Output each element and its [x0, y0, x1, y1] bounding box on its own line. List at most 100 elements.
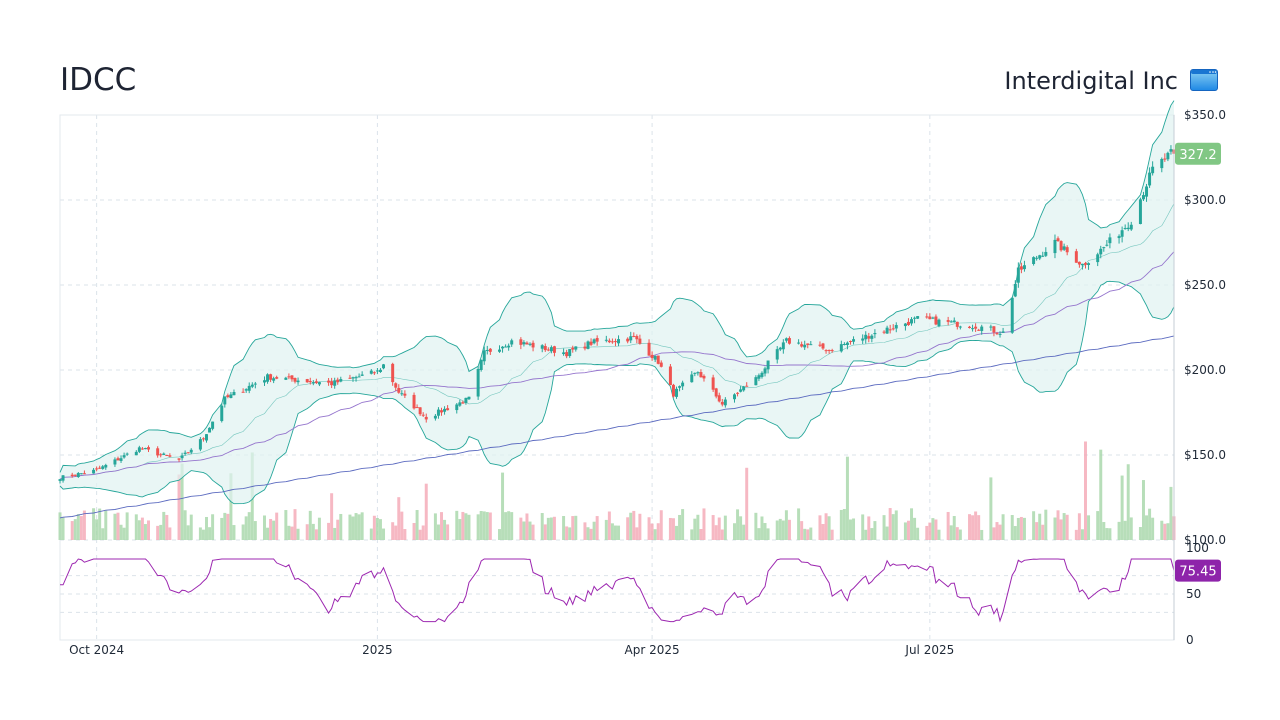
volume-bar	[650, 523, 654, 540]
candle-body	[165, 455, 169, 457]
volume-bar	[800, 521, 804, 540]
volume-bar	[241, 524, 245, 540]
candle-body	[913, 317, 917, 319]
volume-bar	[763, 523, 767, 540]
candle-body	[906, 321, 910, 326]
volume-bar	[845, 456, 849, 540]
volume-bar	[351, 516, 355, 540]
candle-body	[610, 341, 614, 343]
candle-body	[1080, 263, 1084, 266]
volume-bar	[443, 519, 447, 540]
candle-body	[1013, 283, 1017, 297]
volume-bar	[378, 519, 382, 540]
volume-bar	[412, 522, 416, 540]
volume-bar	[464, 513, 468, 540]
volume-bar	[629, 512, 633, 540]
candle-body	[501, 346, 505, 349]
volume-bar	[269, 518, 273, 540]
volume-bar	[1074, 529, 1078, 540]
candle-body	[632, 335, 636, 337]
volume-bar	[989, 477, 993, 540]
candle-body	[140, 448, 144, 450]
volume-bar	[504, 512, 508, 540]
volume-bar	[696, 514, 700, 540]
volume-bar	[830, 529, 834, 540]
volume-bar	[1013, 526, 1017, 540]
candle-body	[79, 473, 83, 475]
candle-body	[293, 378, 297, 382]
volume-bar	[183, 510, 187, 540]
candle-body	[1041, 255, 1045, 257]
candle-body	[525, 342, 529, 345]
volume-bar	[995, 522, 999, 540]
candle-body	[391, 363, 395, 383]
volume-bar	[818, 515, 822, 540]
volume-bar	[1166, 523, 1170, 540]
candle-body	[382, 364, 386, 369]
candle-body	[845, 342, 849, 346]
volume-bar	[952, 516, 956, 540]
candle-body	[720, 401, 724, 405]
volume-bar	[375, 518, 379, 540]
y-tick-label: $350.0	[1184, 108, 1226, 122]
candle-body	[446, 408, 450, 411]
candle-body	[952, 320, 956, 323]
candle-body	[1166, 152, 1170, 160]
volume-bar	[510, 512, 514, 540]
candle-body	[974, 326, 978, 329]
candle-body	[925, 316, 929, 318]
candle-body	[638, 338, 642, 344]
volume-bar	[903, 522, 907, 540]
volume-bar	[1001, 514, 1005, 540]
volume-bar	[934, 519, 938, 540]
candle-body	[1044, 251, 1048, 256]
volume-bar	[137, 520, 141, 540]
candle-body	[681, 382, 685, 387]
candle-body	[571, 347, 575, 350]
volume-bar	[308, 510, 312, 540]
candle-body	[540, 345, 544, 349]
volume-bar	[574, 515, 578, 540]
candle-body	[156, 448, 160, 456]
volume-bar	[1096, 511, 1100, 540]
volume-bar	[1059, 519, 1063, 540]
volume-bar	[974, 511, 978, 540]
volume-bar	[913, 517, 917, 540]
volume-bar	[461, 511, 465, 540]
volume-bar	[565, 526, 569, 540]
volume-bar	[552, 516, 556, 540]
volume-bar	[613, 525, 617, 540]
volume-bar	[519, 517, 523, 540]
candle-body	[394, 383, 398, 388]
volume-bar	[165, 514, 169, 540]
candle-body	[488, 348, 492, 352]
candle-body	[839, 344, 843, 352]
candle-body	[617, 339, 621, 344]
candle-body	[305, 379, 309, 383]
moving-average-long	[59, 335, 1175, 519]
y-tick-label: $100.0	[1184, 533, 1226, 547]
volume-bar	[778, 518, 782, 540]
candle-body	[327, 380, 331, 383]
candle-body	[183, 452, 187, 454]
volume-bar	[906, 520, 910, 540]
volume-bar	[455, 510, 459, 540]
candle-body	[928, 316, 932, 320]
volume-bar	[360, 512, 364, 540]
volume-bar	[668, 517, 672, 540]
volume-bar	[330, 493, 334, 540]
candle-body	[241, 391, 245, 393]
volume-bar	[272, 520, 276, 540]
volume-bar	[1041, 524, 1045, 540]
candle-body	[690, 374, 694, 383]
candle-body	[455, 404, 459, 411]
candle-body	[800, 344, 804, 347]
candle-body	[232, 392, 236, 396]
candle-body	[223, 396, 227, 405]
candle-body	[1087, 263, 1091, 266]
rsi-line	[60, 558, 1175, 623]
volume-bar	[626, 517, 630, 540]
volume-bar	[803, 528, 807, 540]
candle-body	[317, 382, 321, 385]
